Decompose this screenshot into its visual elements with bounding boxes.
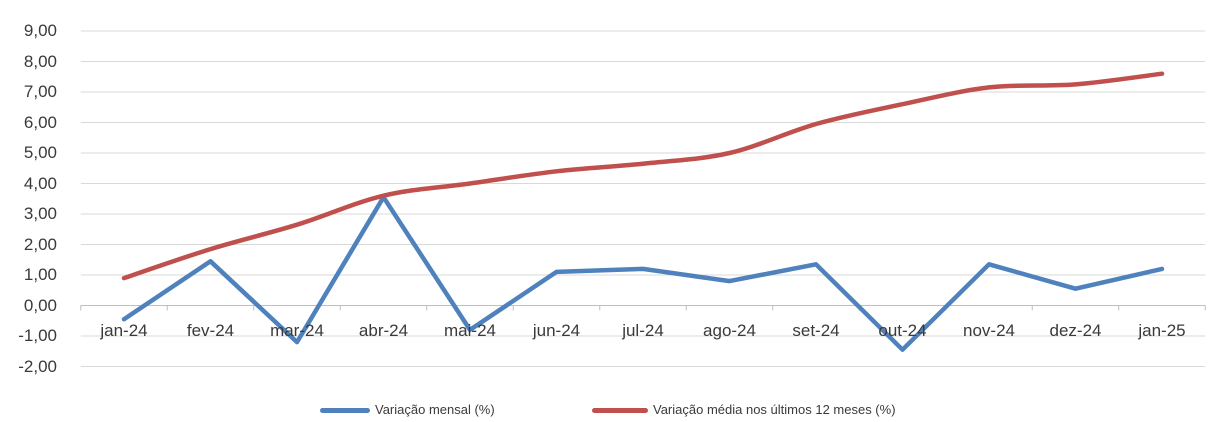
x-axis-tick-label: mai-24 (444, 321, 496, 340)
x-axis-tick-label: fev-24 (186, 321, 235, 340)
y-axis-tick-label: 7,00 (23, 82, 57, 101)
x-axis-tick-label: jan-25 (1138, 321, 1186, 340)
y-axis-tick-label: -1,00 (18, 326, 57, 345)
y-axis-tick-label: 3,00 (23, 204, 57, 223)
series-line-avg12 (121, 71, 1165, 281)
y-axis-tick-label: 1,00 (23, 265, 57, 284)
legend-item-avg12: Variação média nos últimos 12 meses (%) (592, 402, 896, 418)
legend-swatch-avg12-line (592, 407, 648, 413)
x-axis-tick-label: mar-24 (270, 321, 324, 340)
x-axis-tick-label: nov-24 (963, 321, 1015, 340)
legend-label-avg12: Variação média nos últimos 12 meses (%) (653, 402, 896, 417)
series-line-monthly (121, 194, 1165, 352)
y-axis-tick-label: 5,00 (23, 143, 57, 162)
chart-legend: Variação mensal (%) Variação média nos ú… (0, 398, 1224, 420)
y-axis-tick-label: 0,00 (23, 295, 57, 315)
x-axis-tick-label: jan-24 (100, 321, 148, 340)
x-axis-tick-label: jul-24 (622, 321, 664, 340)
y-axis-tick-label: -2,00 (18, 356, 57, 376)
x-axis-tick-label: jun-24 (532, 321, 581, 340)
x-axis-tick-label: set-24 (792, 321, 840, 340)
y-axis-tick-label: 4,00 (23, 173, 57, 193)
y-axis-tick-label: 8,00 (23, 51, 57, 71)
y-axis-tick-label: 2,00 (23, 234, 57, 254)
y-axis-tick-label: 6,00 (23, 112, 57, 132)
x-axis-tick-label: ago-24 (703, 321, 756, 340)
legend-label-monthly: Variação mensal (%) (375, 402, 495, 417)
y-axis-tick-label: 9,00 (23, 21, 57, 40)
legend-swatch-monthly-line (320, 407, 370, 413)
x-axis-tick-label: abr-24 (358, 321, 409, 340)
x-axis-tick-label: dez-24 (1049, 321, 1102, 340)
x-axis-tick-label: out-24 (878, 321, 927, 340)
legend-item-monthly: Variação mensal (%) (320, 402, 495, 418)
